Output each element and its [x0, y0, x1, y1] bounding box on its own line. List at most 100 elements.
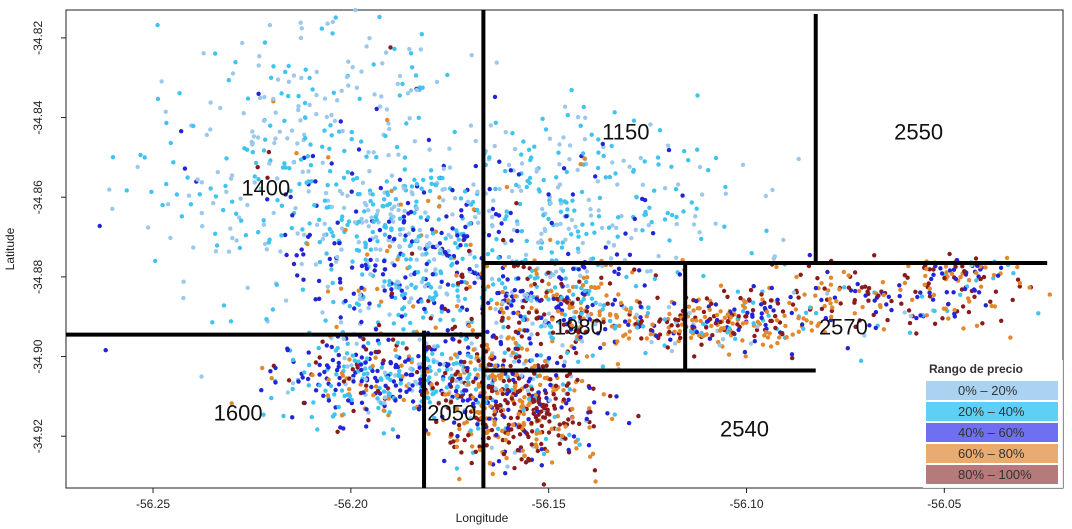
- data-point: [576, 234, 581, 239]
- data-point: [417, 85, 422, 90]
- data-point: [374, 106, 379, 112]
- data-point: [544, 395, 549, 401]
- data-point: [592, 230, 597, 235]
- data-point: [709, 323, 714, 329]
- data-point: [303, 67, 308, 72]
- data-point: [408, 372, 413, 378]
- data-point: [697, 164, 703, 170]
- data-point: [561, 388, 566, 393]
- data-point: [330, 19, 335, 25]
- data-point: [571, 292, 576, 297]
- data-point: [555, 240, 560, 245]
- data-point: [526, 147, 532, 152]
- data-point: [336, 352, 341, 358]
- data-point: [526, 417, 531, 422]
- x-tick-label: -56.20: [334, 497, 368, 511]
- data-point: [828, 301, 833, 306]
- data-point: [476, 384, 482, 389]
- data-point: [608, 256, 614, 261]
- data-point: [401, 252, 406, 258]
- data-point: [470, 395, 476, 400]
- data-point: [585, 313, 591, 318]
- data-point: [931, 272, 936, 277]
- data-point: [640, 196, 645, 202]
- data-point: [510, 131, 515, 136]
- data-point: [500, 289, 505, 295]
- data-point: [503, 293, 509, 299]
- data-point: [487, 155, 492, 160]
- data-point: [927, 294, 933, 299]
- data-point: [962, 286, 968, 292]
- data-point: [409, 190, 414, 195]
- data-point: [261, 412, 266, 417]
- data-point: [596, 137, 601, 142]
- data-point: [593, 479, 598, 484]
- data-point: [299, 75, 304, 81]
- data-point: [590, 221, 595, 227]
- y-tick-label: -34.86: [31, 180, 45, 214]
- data-point: [408, 242, 414, 247]
- data-point: [686, 158, 691, 163]
- data-point: [381, 408, 386, 413]
- data-point: [357, 191, 362, 197]
- data-point: [769, 285, 774, 291]
- data-point: [448, 399, 454, 405]
- data-point: [387, 234, 392, 240]
- data-point: [687, 310, 692, 316]
- data-point: [359, 69, 364, 74]
- data-point: [627, 318, 632, 324]
- data-point: [303, 136, 308, 141]
- data-point: [290, 415, 295, 420]
- data-point: [401, 186, 407, 191]
- data-point: [932, 308, 937, 314]
- data-point: [486, 208, 492, 214]
- data-point: [382, 258, 387, 264]
- data-point: [525, 388, 531, 393]
- data-point: [199, 374, 204, 379]
- data-point: [860, 304, 865, 310]
- data-point: [493, 403, 499, 408]
- data-point: [768, 318, 773, 324]
- data-point: [506, 378, 512, 383]
- data-point: [592, 400, 597, 405]
- data-point: [456, 422, 462, 428]
- data-point: [906, 308, 912, 313]
- data-point: [364, 203, 369, 208]
- data-point: [665, 210, 670, 216]
- data-point: [487, 416, 492, 421]
- data-point: [501, 451, 507, 457]
- data-point: [326, 377, 331, 382]
- data-point: [320, 236, 325, 242]
- data-point: [159, 79, 164, 84]
- data-point: [245, 202, 250, 208]
- data-point: [327, 256, 332, 262]
- data-point: [442, 250, 448, 255]
- data-point: [412, 139, 418, 144]
- data-point: [504, 383, 509, 389]
- data-point: [256, 177, 261, 182]
- data-point: [516, 411, 521, 417]
- data-point: [353, 209, 359, 214]
- data-point: [308, 142, 313, 147]
- data-point: [354, 341, 359, 346]
- data-point: [388, 45, 393, 50]
- data-point: [313, 297, 318, 302]
- data-point: [609, 324, 615, 329]
- data-point: [208, 127, 213, 132]
- data-point: [886, 294, 891, 299]
- data-point: [572, 208, 577, 213]
- data-point: [201, 51, 206, 56]
- data-point: [652, 276, 658, 282]
- data-point: [577, 421, 582, 426]
- data-point: [239, 218, 244, 223]
- data-point: [373, 355, 378, 360]
- data-point: [290, 381, 296, 386]
- data-point: [655, 155, 661, 160]
- data-point: [884, 302, 889, 307]
- data-point: [271, 210, 276, 216]
- data-point: [370, 192, 375, 197]
- data-point: [577, 279, 582, 284]
- data-point: [337, 241, 342, 246]
- data-point: [359, 355, 364, 360]
- data-point: [314, 112, 319, 117]
